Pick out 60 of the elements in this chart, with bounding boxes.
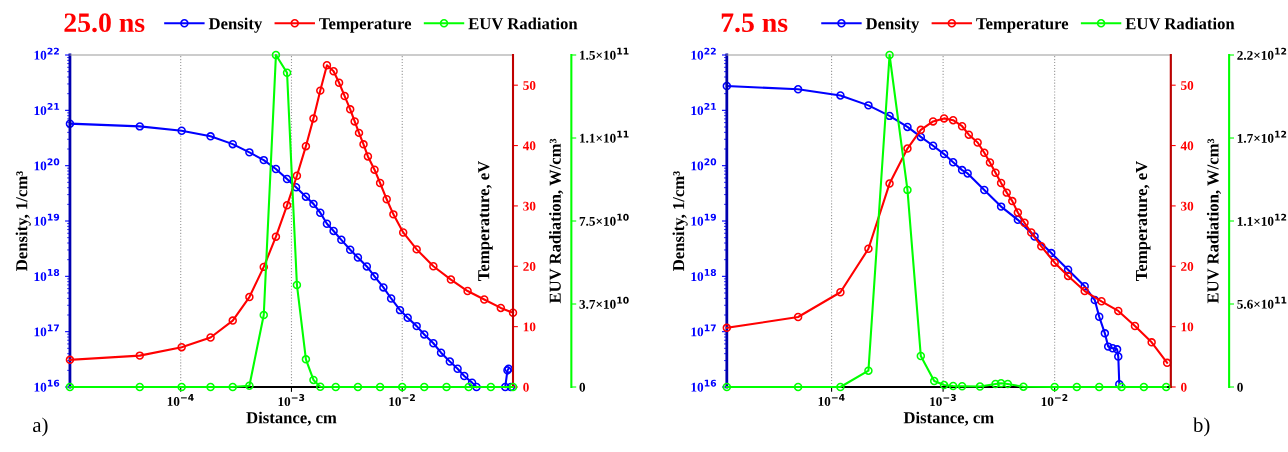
y2-tick-label: 50 (523, 80, 536, 90)
y2-tick-label: 0 (1181, 382, 1187, 392)
y-tick-label: 10$^{17}$ (691, 324, 716, 337)
y-tick-label: 10$^{16}$ (34, 379, 60, 392)
legend-label: Temperature (976, 18, 1069, 33)
y3-tick-label: 1.1×10$^{11}$ (580, 130, 629, 143)
y2-tick-label: 40 (1180, 141, 1194, 151)
y-tick-label: 10$^{16}$ (691, 379, 717, 392)
y3-tick-label: 5.6×10$^{11}$ (1237, 296, 1287, 309)
y-tick-label: 10$^{17}$ (34, 324, 59, 337)
y-tick-label: 10$^{21}$ (691, 103, 716, 116)
x-tick-label: 10$^{−2}$ (389, 394, 415, 407)
x-tick-label: 10$^{−3}$ (278, 394, 305, 407)
chart-title: 25.0 ns (64, 13, 145, 33)
x-tick-label: 10$^{−2}$ (1041, 394, 1068, 407)
y-axis-title: Density, 1/cm³ (15, 171, 31, 271)
x-tick-label: 10$^{−4}$ (167, 394, 194, 406)
y3-tick-label: 3.7×10$^{10}$ (579, 296, 629, 309)
x-axis-title: Distance, cm (246, 411, 337, 426)
legend-label: Density (208, 17, 263, 33)
x-tick-label: 10$^{−3}$ (930, 394, 956, 407)
y3-tick-label: 2.2×10$^{12}$ (1237, 47, 1287, 60)
y3-tick-label: 1.1×10$^{12}$ (1237, 213, 1287, 226)
y2-tick-label: 0 (523, 382, 529, 392)
y2-axis-title: Temperature, eV (1136, 161, 1151, 281)
y-tick-label: 10$^{18}$ (34, 269, 60, 282)
y-tick-label: 10$^{18}$ (691, 269, 717, 282)
y2-tick-label: 20 (1181, 262, 1194, 271)
y3-tick-label: 1.7×10$^{12}$ (1237, 130, 1287, 143)
y-tick-label: 10$^{22}$ (34, 47, 59, 60)
y2-tick-label: 40 (522, 141, 536, 151)
y3-axis-title: EUV Radiation, W/cm³ (1206, 138, 1222, 304)
y3-tick-label: 1.5×10$^{11}$ (580, 47, 629, 60)
y3-axis-title: EUV Radiation, W/cm³ (549, 138, 564, 304)
y2-tick-label: 10 (523, 322, 536, 332)
legend-label: EUV Radiation (1125, 17, 1235, 30)
legend-label: Temperature (319, 18, 412, 33)
chart-title: 7.5 ns (721, 13, 788, 33)
y2-axis-title: Temperature, eV (478, 161, 493, 281)
y2-tick-label: 30 (523, 201, 536, 211)
y-tick-label: 10$^{20}$ (34, 158, 60, 171)
text: a) (33, 417, 48, 437)
legend-label: Density (865, 17, 920, 33)
y2-tick-label: 30 (1181, 201, 1194, 211)
x-axis-title: Distance, cm (903, 411, 994, 426)
y3-tick-label: 7.5×10$^{10}$ (579, 213, 629, 226)
y3-tick-label: 0 (579, 382, 586, 392)
y-tick-label: 10$^{20}$ (691, 158, 717, 171)
y-axis-title: Density, 1/cm³ (672, 171, 688, 271)
y-tick-label: 10$^{21}$ (34, 103, 60, 116)
y2-tick-label: 50 (1181, 80, 1194, 90)
y2-tick-label: 20 (523, 262, 536, 271)
text: b) (1192, 417, 1210, 437)
y2-tick-label: 10 (1181, 322, 1194, 332)
legend-label: EUV Radiation (468, 17, 578, 30)
y3-tick-label: 0 (1237, 382, 1243, 392)
x-tick-label: 10$^{−4}$ (818, 394, 845, 406)
y-tick-label: 10$^{19}$ (691, 213, 717, 226)
y-tick-label: 10$^{19}$ (34, 213, 60, 226)
y-tick-label: 10$^{22}$ (691, 47, 716, 60)
